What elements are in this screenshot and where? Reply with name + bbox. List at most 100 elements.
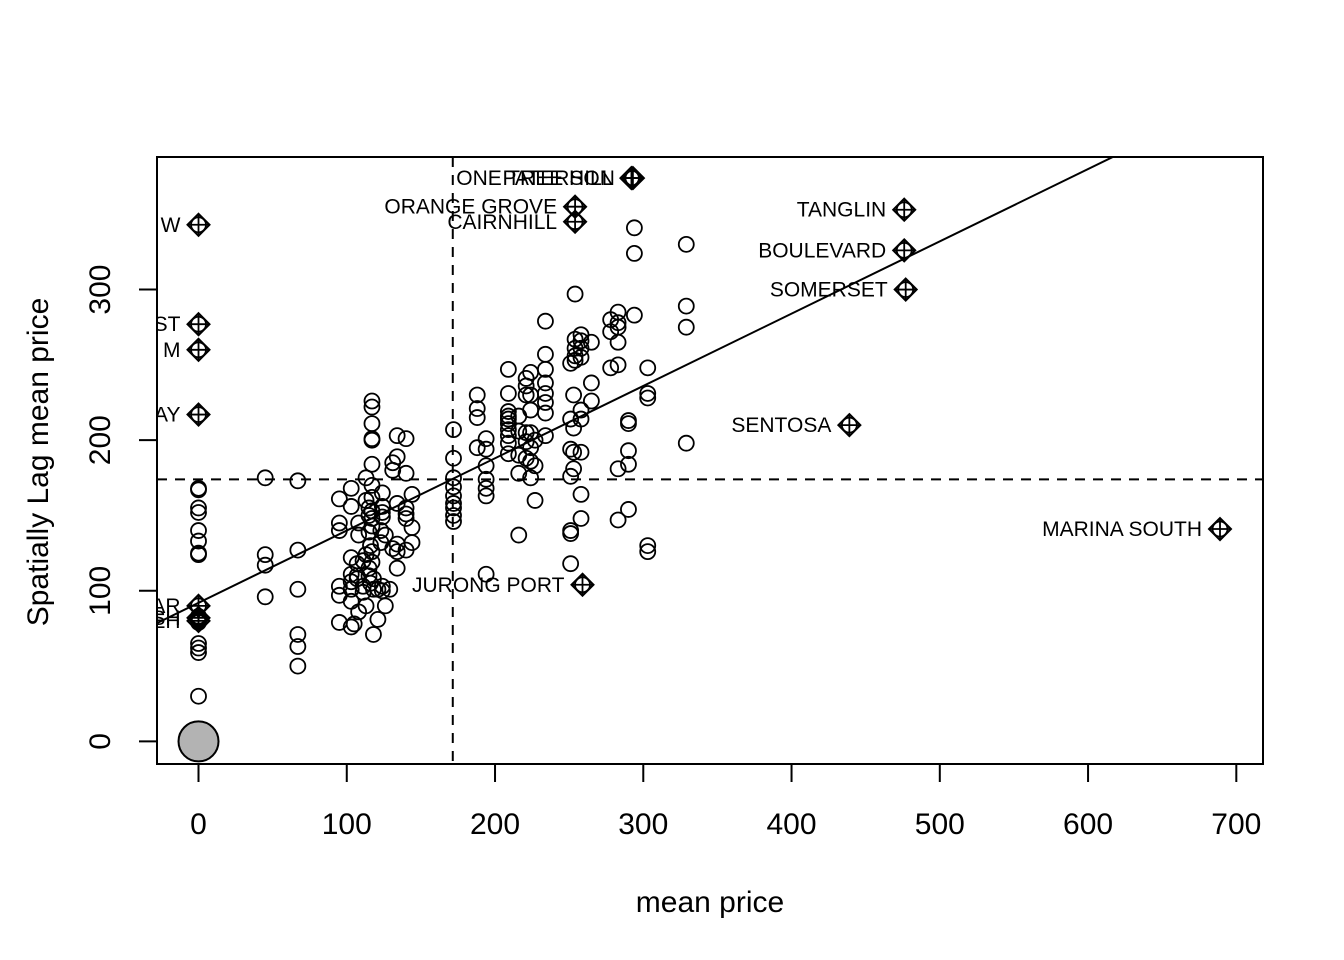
influential-point: ST <box>154 311 211 337</box>
influential-label: W <box>161 214 181 237</box>
influential-point: TANGLIN <box>797 197 917 223</box>
data-point <box>639 537 657 555</box>
origin-marker <box>177 720 220 763</box>
y-tick-label: 300 <box>84 265 117 315</box>
data-point <box>363 415 381 432</box>
data-point <box>625 306 643 324</box>
data-point <box>582 374 600 392</box>
influential-point: EH <box>151 608 211 634</box>
data-point <box>363 398 381 416</box>
data-point <box>363 455 381 473</box>
data-point <box>445 507 462 524</box>
data-point <box>363 553 381 571</box>
data-point <box>397 499 415 517</box>
data-point <box>639 389 657 407</box>
data-point <box>445 513 462 530</box>
data-point <box>477 470 495 488</box>
data-point <box>477 457 495 475</box>
data-point <box>537 394 554 411</box>
influential-label: SENTOSA <box>731 414 831 437</box>
data-point <box>639 543 657 561</box>
data-point <box>625 244 643 262</box>
data-point <box>256 556 274 574</box>
data-point <box>330 522 348 539</box>
data-point <box>190 522 207 539</box>
data-point <box>565 460 583 478</box>
data-point <box>565 443 583 461</box>
data-point <box>639 385 657 402</box>
data-point <box>445 499 462 517</box>
data-point <box>365 626 382 643</box>
data-point <box>620 442 637 460</box>
influential-label: SOMERSET <box>770 279 888 302</box>
data-point <box>360 507 378 524</box>
data-point <box>499 385 517 402</box>
data-point <box>499 434 517 452</box>
data-point <box>562 525 580 542</box>
data-point <box>330 514 348 532</box>
influential-label: CAIRNHILL <box>447 211 557 234</box>
data-point <box>397 464 415 482</box>
regression-line <box>157 157 1116 624</box>
influential-point: BOULEVARD <box>758 237 917 263</box>
data-point <box>384 540 402 558</box>
data-point <box>537 345 554 363</box>
data-point <box>572 401 590 419</box>
data-point <box>376 526 394 544</box>
x-axis-title: mean price <box>636 886 784 919</box>
data-point <box>342 479 360 497</box>
y-tick-label: 200 <box>84 415 117 465</box>
data-point <box>289 541 307 559</box>
influential-label: BOULEVARD <box>758 239 886 262</box>
data-point <box>190 639 207 657</box>
data-point <box>256 469 274 487</box>
x-tick-label: 400 <box>767 808 817 841</box>
data-point <box>477 440 495 458</box>
data-point <box>445 449 462 467</box>
data-point <box>609 460 627 478</box>
data-point <box>677 297 695 315</box>
data-point <box>381 580 399 598</box>
data-point <box>445 487 462 505</box>
x-tick-label: 300 <box>618 808 668 841</box>
data-point <box>562 410 580 428</box>
y-tick-label: 100 <box>84 566 117 616</box>
data-point <box>499 421 517 439</box>
x-tick-label: 100 <box>322 808 372 841</box>
influential-label: M <box>163 339 181 362</box>
data-point <box>190 687 207 705</box>
data-point <box>572 443 590 461</box>
data-point <box>522 452 540 470</box>
data-point <box>477 565 495 583</box>
data-point <box>388 495 406 512</box>
data-point <box>499 403 517 420</box>
data-point <box>602 359 620 377</box>
data-point <box>397 430 415 448</box>
data-point <box>620 415 637 432</box>
data-point <box>388 448 406 466</box>
data-point <box>365 580 382 598</box>
influential-label: JURONG PORT <box>412 574 565 597</box>
data-point <box>582 333 600 351</box>
data-point <box>369 611 387 628</box>
data-point <box>289 580 307 598</box>
data-point <box>537 374 554 392</box>
data-point <box>190 546 207 564</box>
data-point <box>468 439 486 457</box>
data-point <box>477 487 495 505</box>
data-point <box>609 356 627 374</box>
influential-label: EH <box>151 610 180 633</box>
data-point <box>510 464 528 482</box>
influential-label: ST <box>154 313 181 336</box>
data-point <box>330 490 348 508</box>
data-point <box>639 359 657 377</box>
data-point <box>499 410 517 428</box>
data-point <box>388 559 406 577</box>
data-point <box>256 588 274 606</box>
data-point <box>565 386 583 404</box>
data-point <box>609 333 627 351</box>
data-point <box>522 401 540 419</box>
data-point <box>499 360 517 378</box>
data-point <box>373 484 391 502</box>
